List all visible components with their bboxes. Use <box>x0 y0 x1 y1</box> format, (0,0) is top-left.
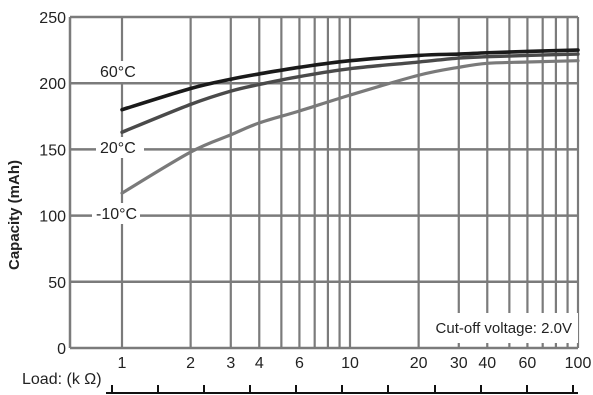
annotation-box <box>421 313 578 343</box>
series-labels: 60°C 20°C -10°C <box>92 61 144 224</box>
grid-lines <box>68 15 580 350</box>
y-tick-label: 50 <box>48 275 66 292</box>
y-tick-label: 250 <box>39 10 66 27</box>
x-tick-label: 20 <box>410 355 428 372</box>
x-tick-label: 4 <box>255 355 264 372</box>
x-tick-label: 60 <box>519 355 537 372</box>
y-tick-label: 200 <box>39 76 66 93</box>
series-label-bg <box>92 203 140 224</box>
series-label: -10°C <box>96 206 137 223</box>
x-tick-label: 30 <box>450 355 468 372</box>
x-tick-label: 6 <box>295 355 304 372</box>
y-axis-label: Capacity (mAh) <box>6 160 23 270</box>
bottom-scale <box>106 385 578 394</box>
y-tick-label: 150 <box>39 142 66 159</box>
tick-labels: 0 50 100 150 200 250 1 2 3 4 6 10 20 30 40 60 100 <box>39 10 591 372</box>
x-tick-label: 2 <box>186 355 195 372</box>
series-label-bg <box>96 137 144 158</box>
x-tick-label: 10 <box>341 355 359 372</box>
series-lines <box>120 48 580 195</box>
y-tick-label: 0 <box>57 341 66 358</box>
x-tick-label: 3 <box>226 355 235 372</box>
series-label-bg <box>96 61 144 82</box>
series-line <box>120 59 580 195</box>
series-label: 20°C <box>100 140 136 157</box>
x-tick-label: 100 <box>565 355 592 372</box>
x-tick-label: 1 <box>118 355 127 372</box>
cutoff-annotation: Cut-off voltage: 2.0V <box>436 320 572 337</box>
x-axis-label: Load: (k Ω) <box>22 371 102 388</box>
x-tick-label: 40 <box>478 355 496 372</box>
y-tick-label: 100 <box>39 209 66 226</box>
series-label: 60°C <box>100 64 136 81</box>
series-line <box>120 48 580 112</box>
series-line <box>120 52 580 134</box>
